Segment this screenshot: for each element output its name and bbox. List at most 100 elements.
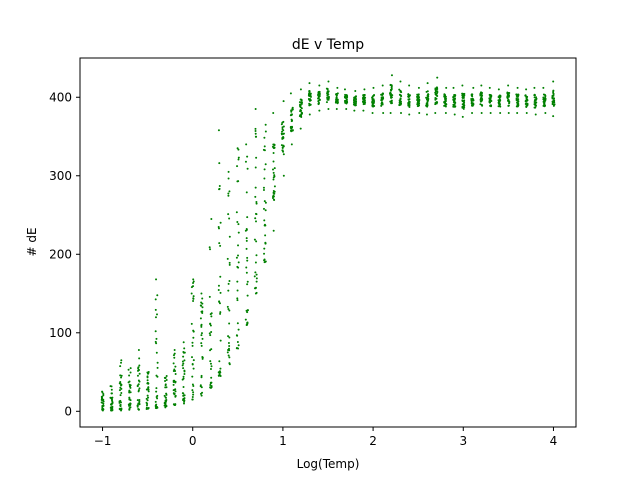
data-point [280, 123, 283, 126]
data-point [219, 339, 222, 342]
data-point [136, 399, 139, 402]
data-point [480, 91, 483, 94]
data-point [271, 168, 274, 171]
data-point [227, 349, 230, 352]
data-point [210, 312, 213, 315]
data-point [463, 101, 466, 104]
data-point [524, 94, 527, 97]
data-point [227, 192, 230, 195]
data-point [128, 408, 131, 411]
data-point [236, 297, 239, 300]
data-point [101, 407, 104, 410]
data-point [244, 160, 247, 163]
data-point [443, 93, 446, 96]
data-point [128, 398, 131, 401]
data-point [363, 98, 366, 101]
data-point [199, 385, 202, 388]
plot-frame [79, 57, 577, 428]
data-point [489, 111, 492, 114]
data-point [200, 301, 203, 304]
data-point [110, 399, 113, 402]
data-point [137, 379, 140, 382]
data-point [254, 108, 257, 111]
data-point [236, 322, 239, 325]
data-point [534, 106, 537, 109]
data-point [246, 259, 249, 262]
data-point [246, 167, 249, 170]
data-point [154, 340, 157, 343]
data-point [183, 369, 186, 372]
data-point [199, 317, 202, 320]
data-point [515, 97, 518, 100]
data-point [426, 82, 429, 85]
data-point [444, 99, 447, 102]
data-point [129, 367, 132, 370]
data-point [227, 354, 230, 357]
data-point [226, 351, 229, 354]
data-point [551, 103, 554, 106]
data-point [255, 202, 258, 205]
data-point [255, 156, 258, 159]
data-point [127, 368, 130, 371]
data-point [183, 359, 186, 362]
data-point [209, 362, 212, 365]
data-point [228, 279, 231, 282]
data-point [262, 189, 265, 192]
data-point [192, 282, 195, 285]
data-point [507, 104, 510, 107]
data-point [182, 397, 185, 400]
data-point [515, 98, 518, 101]
data-point [399, 102, 402, 105]
data-point [506, 91, 509, 94]
data-point [317, 95, 320, 98]
data-point [254, 186, 257, 189]
data-point [217, 374, 220, 377]
data-point [237, 328, 240, 331]
data-point [218, 162, 221, 165]
data-point [228, 356, 231, 359]
data-point [363, 102, 366, 105]
data-point [228, 263, 231, 266]
data-point [264, 130, 267, 133]
data-point [110, 409, 113, 412]
data-point [217, 288, 220, 291]
data-point [100, 401, 103, 404]
data-point [471, 111, 474, 114]
data-point [200, 332, 203, 335]
data-point [327, 108, 330, 111]
data-point [191, 363, 194, 366]
data-point [273, 199, 276, 202]
data-point [101, 408, 104, 411]
data-point [154, 316, 157, 319]
data-point [309, 98, 312, 101]
data-point [345, 102, 348, 105]
data-point [542, 86, 545, 89]
data-point [192, 280, 195, 283]
data-point [219, 221, 222, 224]
data-point [461, 84, 464, 87]
data-point [418, 99, 421, 102]
data-point [219, 291, 222, 294]
data-point [129, 406, 132, 409]
data-point [264, 234, 267, 237]
data-point [155, 387, 158, 390]
data-point [236, 289, 239, 292]
data-point [236, 221, 239, 224]
data-point [227, 308, 230, 311]
data-point [399, 80, 402, 83]
data-point [272, 151, 275, 154]
y-tick-label: 100 [49, 326, 72, 340]
data-point [299, 88, 302, 91]
data-point [254, 127, 257, 130]
data-point [480, 111, 483, 114]
data-point [373, 100, 376, 103]
data-point [120, 359, 123, 362]
data-point [391, 94, 394, 97]
data-point [499, 95, 502, 98]
data-point [155, 351, 158, 354]
data-point [425, 102, 428, 105]
data-point [129, 384, 132, 387]
data-point [245, 247, 248, 250]
data-point [425, 113, 428, 116]
data-point [453, 94, 456, 97]
